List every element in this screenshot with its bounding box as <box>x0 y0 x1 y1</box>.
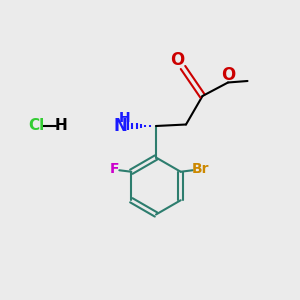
Text: Cl: Cl <box>28 118 44 134</box>
Text: O: O <box>221 66 236 84</box>
Text: H: H <box>54 118 67 134</box>
Text: Br: Br <box>191 162 209 176</box>
Text: N: N <box>114 117 128 135</box>
Text: F: F <box>110 162 120 176</box>
Text: H: H <box>119 111 130 124</box>
Text: O: O <box>170 51 185 69</box>
